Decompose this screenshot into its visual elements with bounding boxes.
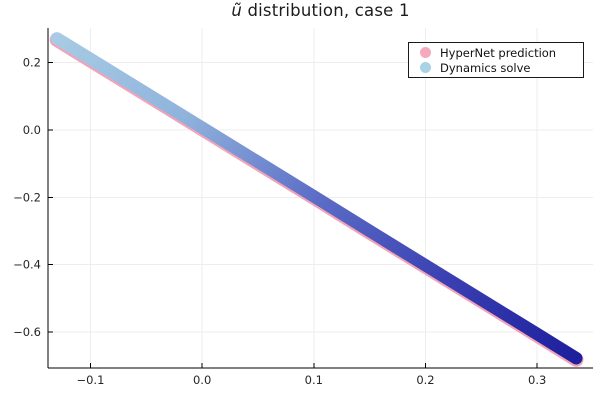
y-tick-label: −0.4: [13, 258, 41, 272]
y-tick-label: 0.2: [23, 56, 41, 70]
x-tick-label: 0.0: [193, 373, 211, 387]
x-tick-label: 0.1: [305, 373, 323, 387]
title-text: distribution, case 1: [242, 1, 410, 20]
dynamics-marker-icon: [420, 62, 431, 73]
chart-title: ũ distribution, case 1: [48, 1, 593, 20]
legend-row-dynamics: Dynamics solve: [420, 61, 583, 75]
legend-row-hypernet: HyperNet prediction: [420, 46, 583, 60]
y-tick-label: −0.6: [13, 325, 41, 339]
title-u-tilde: ũ: [231, 1, 243, 20]
y-tick-label: 0.0: [23, 123, 41, 137]
legend-label-dynamics: Dynamics solve: [440, 60, 531, 75]
x-tick-label: −0.1: [76, 373, 104, 387]
hypernet-marker-icon: [420, 47, 431, 58]
series-dynamics-solve: [50, 32, 583, 365]
legend: HyperNet prediction Dynamics solve: [408, 42, 584, 78]
x-tick-label: 0.3: [528, 373, 546, 387]
legend-label-hypernet: HyperNet prediction: [440, 45, 557, 60]
y-tick-label: −0.2: [13, 190, 41, 204]
x-tick-label: 0.2: [416, 373, 434, 387]
